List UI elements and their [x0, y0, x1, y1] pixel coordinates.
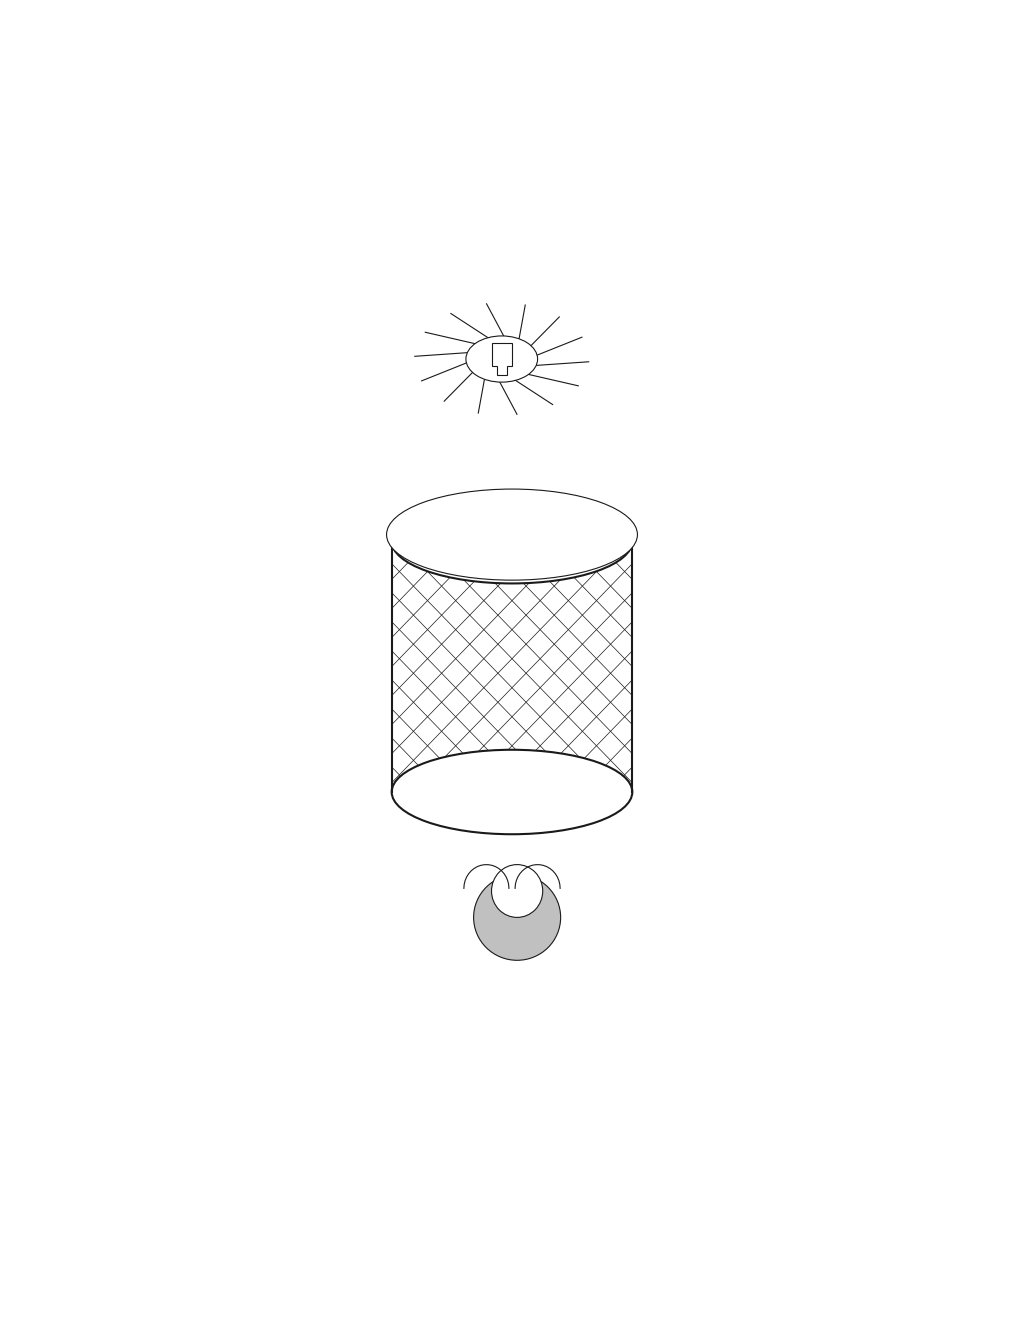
Text: 88: 88 — [351, 558, 369, 572]
Ellipse shape — [412, 1048, 612, 1082]
Ellipse shape — [492, 865, 543, 917]
Ellipse shape — [358, 380, 645, 466]
Ellipse shape — [466, 337, 538, 383]
Text: 100: 100 — [368, 866, 394, 880]
Ellipse shape — [418, 153, 606, 275]
FancyBboxPatch shape — [632, 0, 1024, 1320]
Text: 102: 102 — [334, 921, 360, 935]
Text: 91: 91 — [290, 347, 307, 362]
Text: 94: 94 — [676, 397, 693, 412]
Text: 100: 100 — [625, 866, 651, 880]
FancyBboxPatch shape — [391, 541, 632, 792]
Text: Mar. 27, 2014  Sheet 7 of 13: Mar. 27, 2014 Sheet 7 of 13 — [326, 40, 524, 53]
Text: 90: 90 — [392, 219, 410, 234]
Text: 82: 82 — [305, 429, 323, 442]
Text: 24: 24 — [707, 379, 724, 392]
FancyBboxPatch shape — [391, 792, 632, 1320]
Text: 104: 104 — [434, 813, 461, 828]
Ellipse shape — [391, 750, 632, 834]
Text: 94: 94 — [333, 453, 350, 466]
Polygon shape — [492, 343, 512, 375]
Ellipse shape — [473, 874, 561, 960]
Ellipse shape — [391, 499, 632, 583]
Text: A: A — [804, 586, 814, 602]
Ellipse shape — [338, 375, 666, 480]
Ellipse shape — [399, 418, 604, 471]
Text: 98: 98 — [351, 487, 369, 500]
Text: US 2014/0083299 A1: US 2014/0083299 A1 — [792, 40, 939, 53]
Text: 92: 92 — [607, 147, 625, 161]
FancyBboxPatch shape — [0, 0, 391, 1320]
Text: 106: 106 — [313, 997, 340, 1010]
Ellipse shape — [387, 490, 637, 581]
Ellipse shape — [371, 271, 632, 436]
Ellipse shape — [350, 248, 653, 438]
Text: 86: 86 — [573, 223, 591, 238]
Ellipse shape — [394, 290, 609, 428]
FancyBboxPatch shape — [391, 0, 632, 541]
Ellipse shape — [338, 238, 666, 449]
Ellipse shape — [476, 470, 527, 494]
Polygon shape — [373, 935, 651, 1093]
FancyBboxPatch shape — [553, 451, 594, 471]
Text: Patent Application Publication: Patent Application Publication — [92, 40, 304, 53]
Text: 98: 98 — [589, 511, 606, 524]
Text: 80: 80 — [276, 660, 295, 673]
Ellipse shape — [528, 523, 557, 552]
Ellipse shape — [445, 173, 579, 255]
FancyBboxPatch shape — [410, 451, 451, 471]
Ellipse shape — [471, 444, 532, 473]
Ellipse shape — [428, 879, 596, 1022]
Ellipse shape — [481, 515, 522, 535]
Text: 84: 84 — [650, 826, 668, 841]
Text: 94: 94 — [285, 268, 302, 282]
Text: B: B — [804, 618, 814, 634]
Text: FIG. 7: FIG. 7 — [210, 170, 288, 194]
Ellipse shape — [422, 874, 602, 1027]
